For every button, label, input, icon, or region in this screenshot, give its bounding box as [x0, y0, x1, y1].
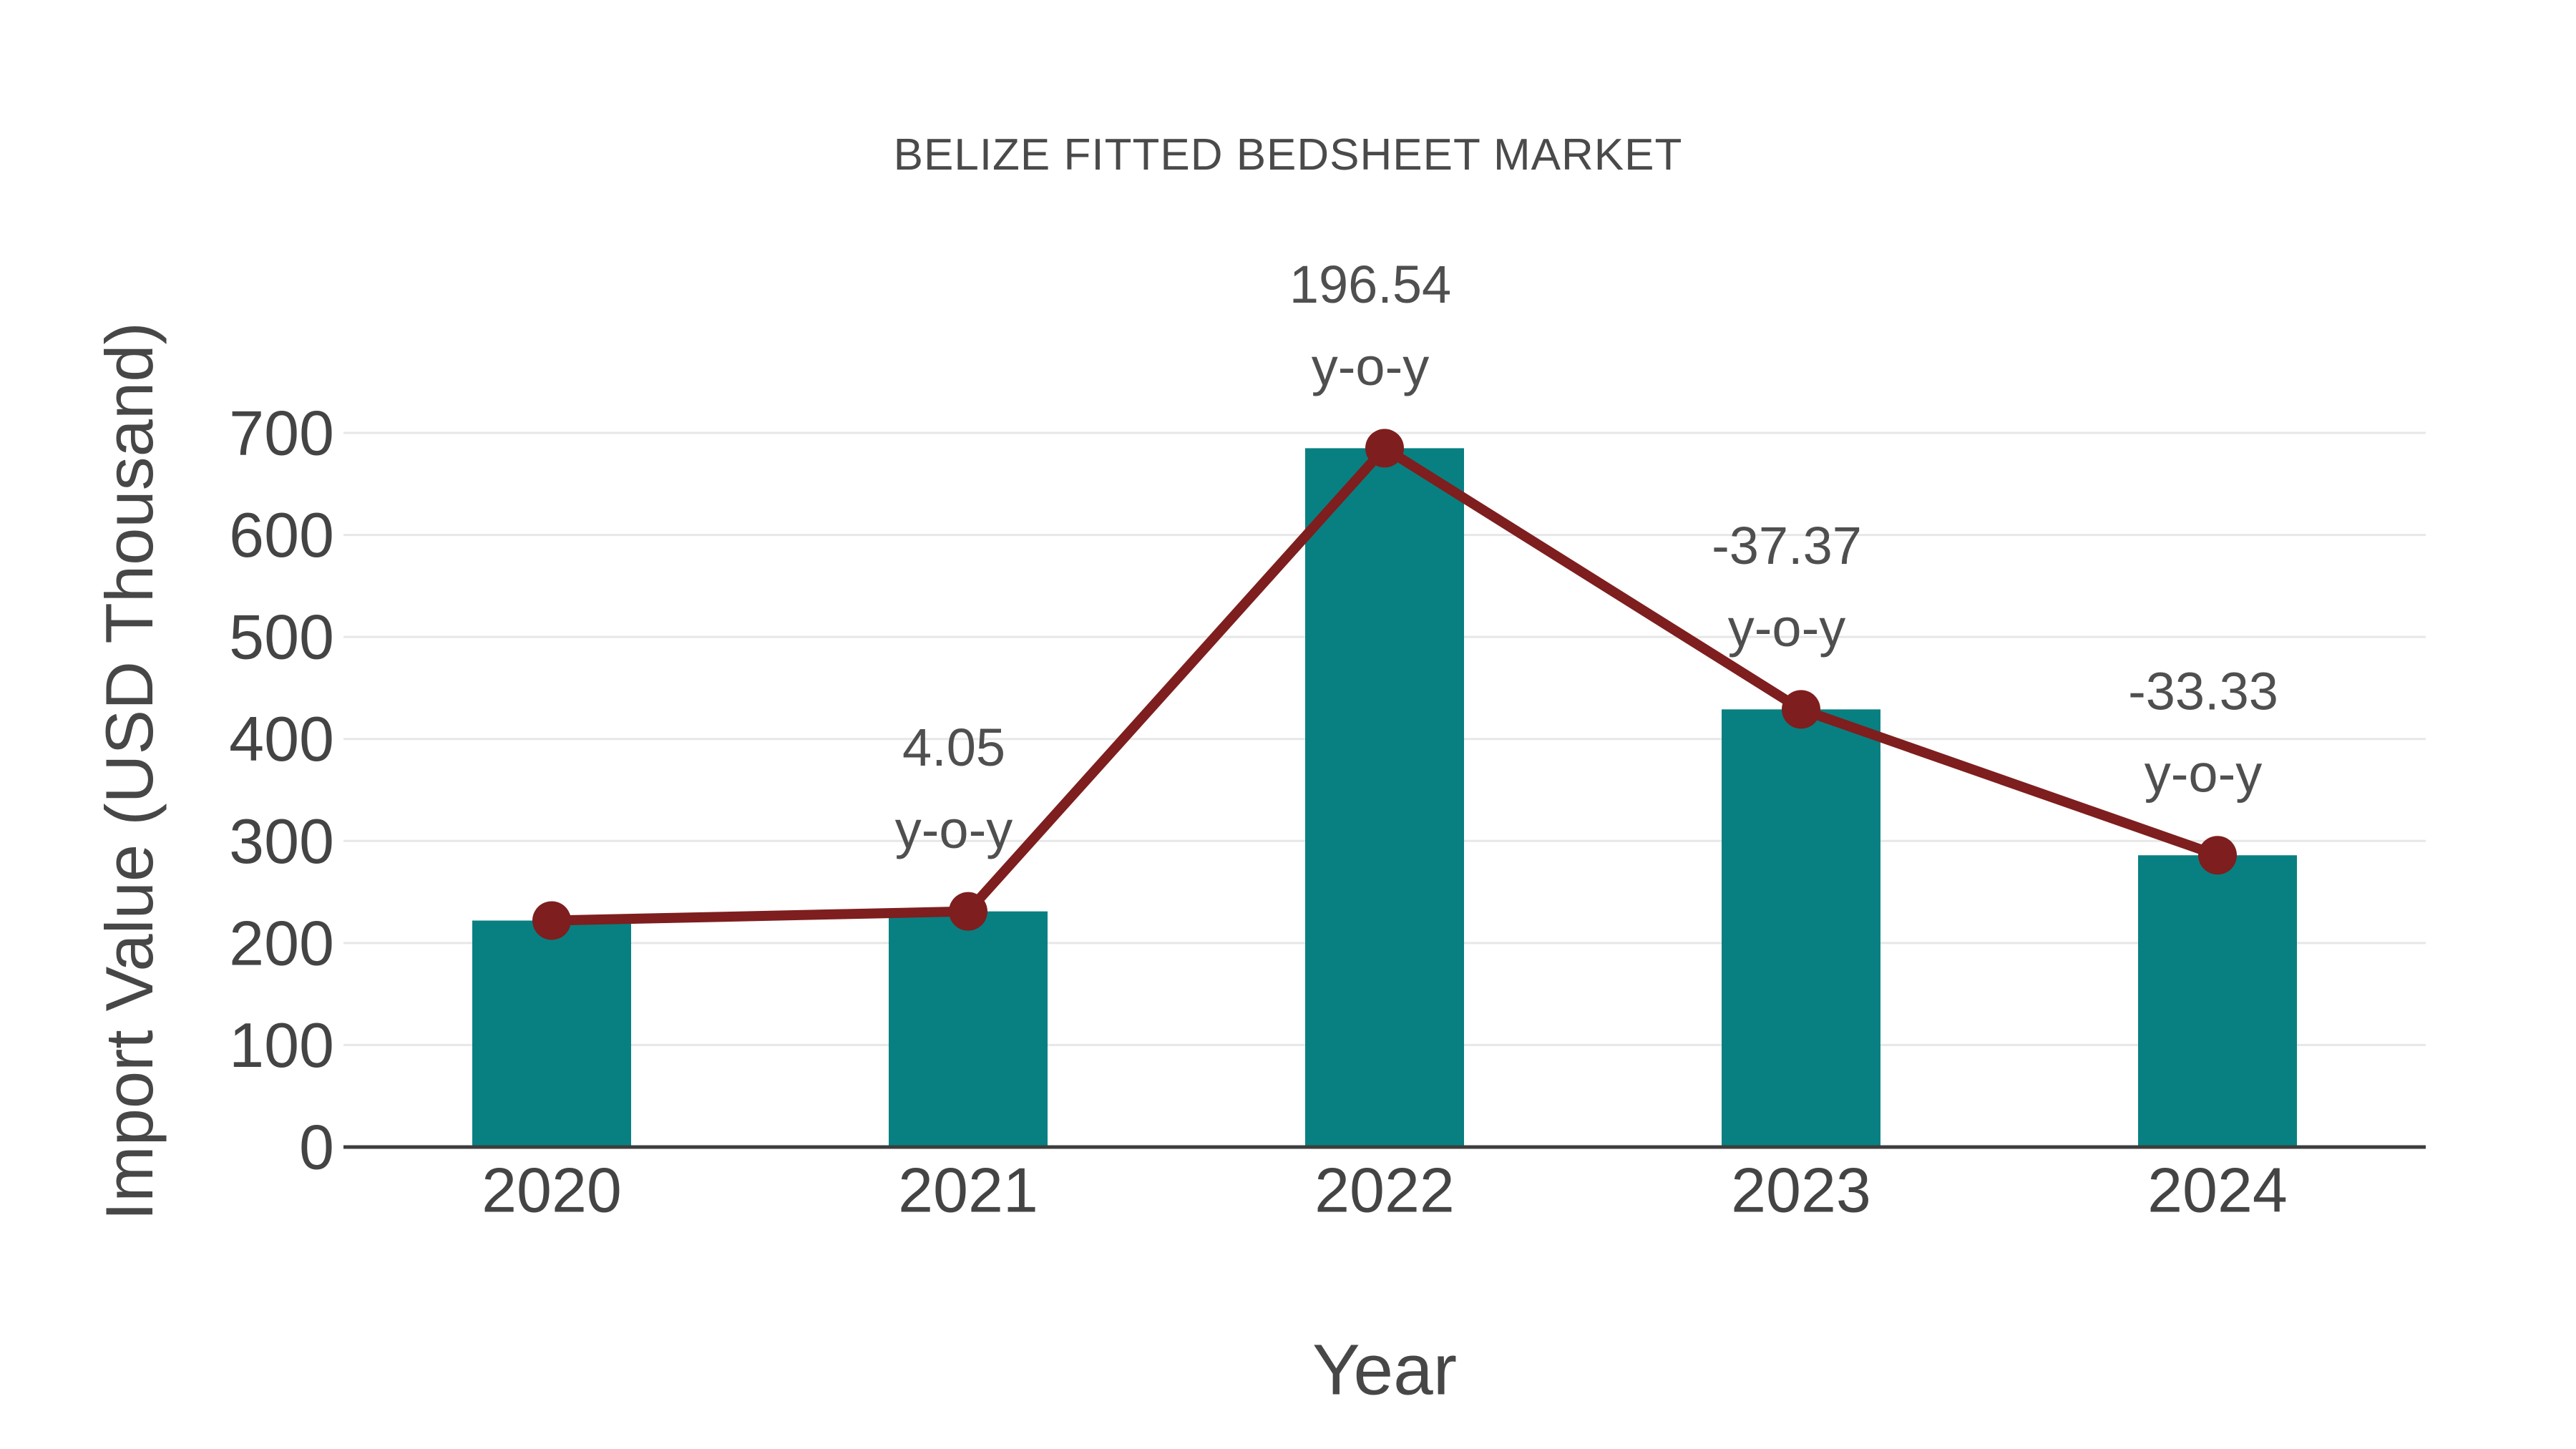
bar-2021 [889, 911, 1048, 1147]
bar-2022 [1305, 448, 1464, 1147]
bar-2020 [472, 920, 631, 1147]
annotation-label-2024: y-o-y [2145, 744, 2262, 804]
y-tick-label-0: 0 [299, 1112, 334, 1183]
trend-marker-2020 [532, 901, 571, 940]
bar-2024 [2138, 855, 2297, 1147]
trend-marker-2021 [949, 892, 987, 931]
annotation-value-2022: 196.54 [1289, 255, 1451, 314]
bar-2023 [1722, 709, 1880, 1147]
y-tick-label-700: 700 [229, 398, 334, 469]
y-tick-label-400: 400 [229, 703, 334, 774]
y-tick-label-100: 100 [229, 1010, 334, 1080]
y-tick-label-500: 500 [229, 602, 334, 673]
x-tick-label-2020: 2020 [482, 1155, 622, 1226]
x-axis-title: Year [1312, 1330, 1458, 1410]
x-tick-label-2022: 2022 [1314, 1155, 1455, 1226]
trend-marker-2024 [2198, 836, 2237, 875]
annotation-label-2023: y-o-y [1728, 598, 1845, 658]
annotation-value-2023: -37.37 [1712, 516, 1862, 575]
annotation-label-2022: y-o-y [1312, 337, 1429, 396]
trend-marker-2023 [1782, 690, 1820, 729]
annotation-value-2021: 4.05 [902, 718, 1005, 777]
y-tick-label-200: 200 [229, 907, 334, 978]
y-tick-label-300: 300 [229, 806, 334, 877]
trend-marker-2022 [1365, 429, 1404, 468]
annotation-value-2024: -33.33 [2128, 662, 2278, 721]
chart-title: BELIZE FITTED BEDSHEET MARKET [893, 130, 1683, 180]
x-tick-label-2021: 2021 [898, 1155, 1038, 1226]
x-tick-label-2023: 2023 [1731, 1155, 1871, 1226]
y-tick-label-600: 600 [229, 499, 334, 570]
annotation-label-2021: y-o-y [895, 800, 1013, 859]
x-tick-label-2024: 2024 [2147, 1155, 2288, 1226]
